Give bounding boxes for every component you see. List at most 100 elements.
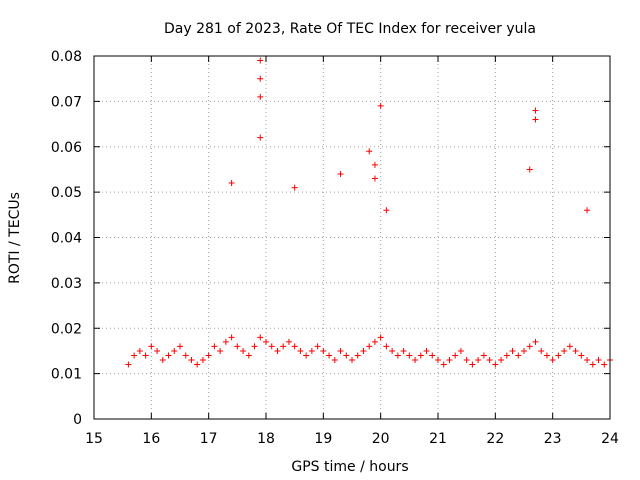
data-point (257, 334, 264, 341)
data-point (440, 361, 447, 368)
data-point (371, 338, 378, 345)
data-point (280, 343, 287, 350)
data-point (257, 93, 264, 100)
grid-lines (94, 56, 610, 419)
y-tick-label: 0.06 (51, 140, 82, 156)
data-point (423, 347, 430, 354)
data-point (406, 352, 413, 359)
data-point (584, 207, 591, 214)
data-point (354, 352, 361, 359)
data-point (199, 357, 206, 364)
data-point (469, 361, 476, 368)
data-point (228, 180, 235, 187)
x-tick-label: 19 (314, 431, 332, 447)
x-tick-label: 24 (601, 431, 619, 447)
data-point (331, 357, 338, 364)
y-tick-label: 0.05 (51, 185, 82, 201)
x-tick-label: 23 (544, 431, 562, 447)
data-point (366, 343, 373, 350)
data-point (595, 357, 602, 364)
y-tick-label: 0.03 (51, 276, 82, 292)
data-point (532, 338, 539, 345)
data-point (314, 343, 321, 350)
data-point (274, 347, 281, 354)
data-point (566, 343, 573, 350)
data-point (211, 343, 218, 350)
data-point (584, 357, 591, 364)
data-point (337, 170, 344, 177)
data-point (217, 347, 224, 354)
data-point (463, 357, 470, 364)
data-point (234, 343, 241, 350)
data-point (171, 347, 178, 354)
data-point (475, 357, 482, 364)
data-point (257, 75, 264, 82)
y-tick-label: 0.08 (51, 49, 82, 65)
data-point (400, 347, 407, 354)
data-point (457, 347, 464, 354)
data-point (371, 175, 378, 182)
data-point (165, 352, 172, 359)
data-point (429, 352, 436, 359)
data-point (521, 347, 527, 354)
data-point (412, 357, 419, 364)
data-point (377, 334, 384, 341)
axis-ticks: 15 16 17 18 19 20 21 22 23 24 0 0.01 0.02 0.03 0.04 0.0… (51, 49, 619, 447)
data-points (125, 57, 613, 368)
data-point (148, 343, 155, 350)
data-point (251, 343, 258, 350)
data-point (343, 352, 350, 359)
data-point (154, 347, 161, 354)
x-tick-label: 16 (142, 431, 160, 447)
data-point (515, 352, 522, 359)
data-point (303, 352, 310, 359)
data-point (268, 343, 275, 350)
data-point (572, 347, 579, 354)
data-point (257, 134, 264, 141)
data-point (308, 347, 315, 354)
data-point (142, 352, 149, 359)
data-point (222, 338, 229, 345)
data-point (337, 347, 344, 354)
data-point (486, 357, 493, 364)
data-point (291, 184, 298, 191)
data-point (452, 352, 459, 359)
data-point (240, 347, 247, 354)
data-point (136, 347, 143, 354)
data-point (394, 352, 401, 359)
data-point (245, 352, 252, 359)
data-point (194, 361, 201, 368)
data-point (263, 338, 269, 345)
data-point (589, 361, 596, 368)
x-tick-label: 15 (85, 431, 103, 447)
data-point (526, 166, 533, 173)
data-point (601, 361, 608, 368)
data-point (492, 361, 499, 368)
data-point (543, 352, 550, 359)
data-point (561, 347, 568, 354)
data-point (538, 347, 545, 354)
data-point (446, 357, 453, 364)
data-point (383, 343, 390, 350)
data-point (159, 357, 166, 364)
data-point (526, 343, 533, 350)
x-tick-label: 18 (257, 431, 275, 447)
data-point (435, 357, 441, 364)
y-tick-label: 0.01 (51, 367, 82, 383)
data-point (188, 357, 195, 364)
x-tick-label: 17 (200, 431, 218, 447)
x-tick-label: 20 (372, 431, 390, 447)
data-point (389, 347, 396, 354)
data-point (480, 352, 487, 359)
data-point (498, 357, 505, 364)
y-axis-label: ROTI / TECUs (7, 192, 23, 284)
data-point (257, 57, 264, 64)
data-point (326, 352, 333, 359)
y-tick-label: 0.07 (51, 94, 82, 110)
data-point (383, 207, 390, 214)
data-point (205, 352, 212, 359)
y-tick-label: 0 (73, 412, 82, 428)
data-point (578, 352, 585, 359)
data-point (349, 357, 355, 364)
